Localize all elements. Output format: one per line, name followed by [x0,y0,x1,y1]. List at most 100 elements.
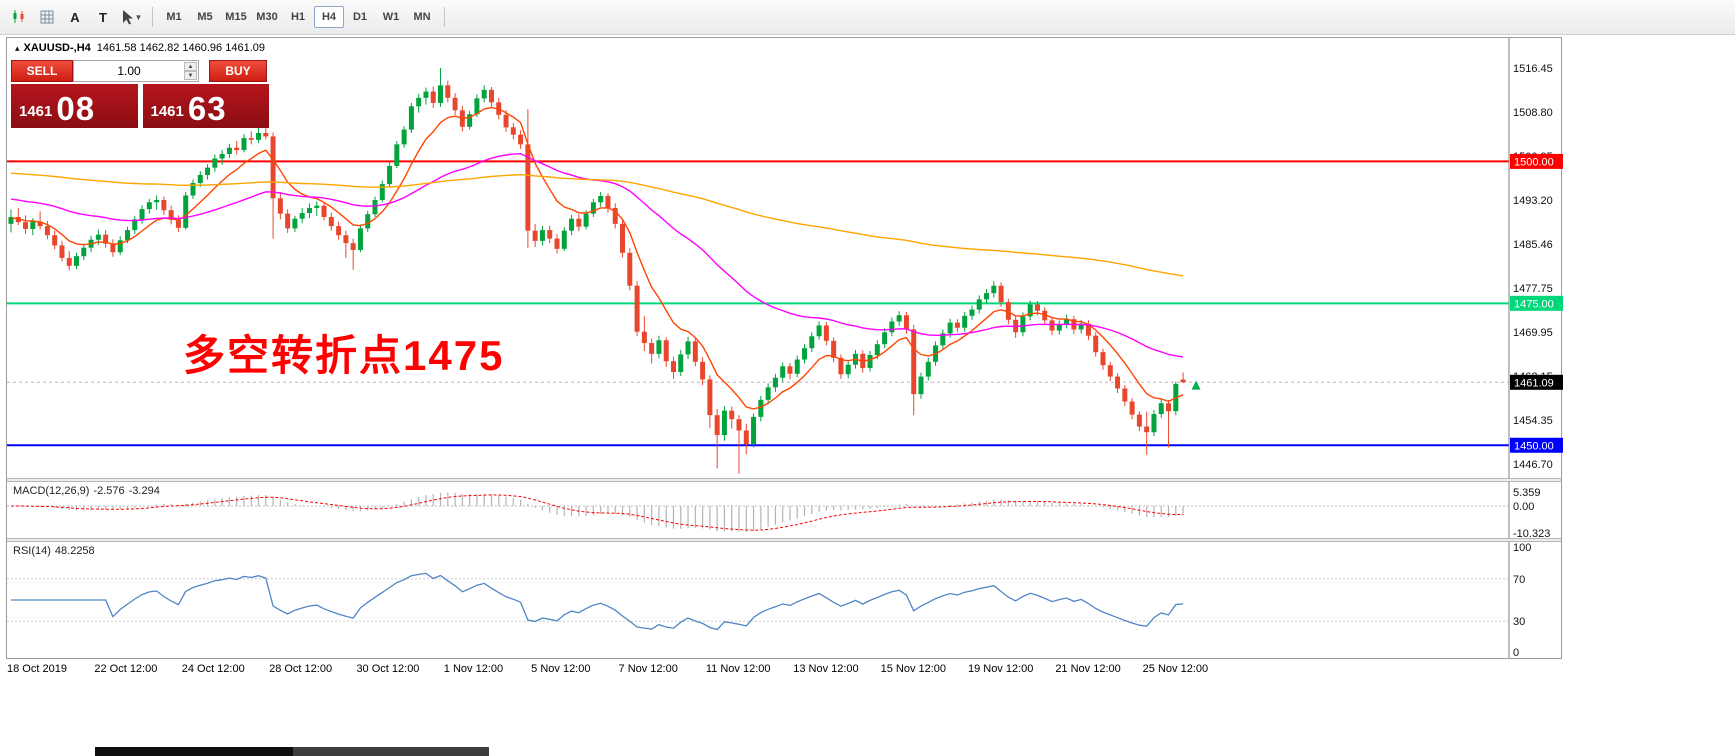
candle [1151,414,1157,433]
candle [30,221,36,229]
bid-quote[interactable]: 1461 08 [11,84,138,128]
tf-button-d1[interactable]: D1 [352,11,368,23]
candle [503,114,509,128]
cursor-tool-icon[interactable]: ▼ [118,5,144,29]
volume-input[interactable] [74,61,198,81]
candle [256,133,262,140]
pane-splitter[interactable] [7,538,1561,542]
candle [190,182,196,196]
time-axis[interactable]: 18 Oct 2019 22 Oct 12:00 24 Oct 12:00 28 Oc… [6,659,1562,679]
main-chart-pane[interactable]: 1516.451508.801500.951493.201485.461477.… [7,38,1563,478]
candle [234,147,240,151]
macd-pane[interactable]: 5.359 0.00 -10.323 MACD(12,26,9) -2.576 -3.2… [7,482,1561,538]
candle [947,322,953,334]
candle [8,217,14,224]
candle [277,198,283,214]
ask-quote[interactable]: 1461 63 [142,84,269,128]
rsi-name: RSI(14) [13,545,51,557]
candle [146,202,152,210]
rsi-axis-label: 30 [1513,616,1525,628]
grid-icon[interactable] [34,5,60,29]
rsi-pane[interactable]: 100 70 30 0 RSI(14) 48.2258 [7,542,1561,658]
macd-plot[interactable]: 5.359 0.00 -10.323 [7,482,1563,538]
sell-button[interactable]: SELL [11,60,73,82]
candle [583,213,589,227]
candle [241,138,247,151]
candle [1144,426,1150,433]
candle [532,230,538,241]
tf-button-m30[interactable]: M30 [256,11,278,23]
candle [139,209,145,220]
tf-button-m1[interactable]: M1 [166,11,182,23]
tf-button-mn[interactable]: MN [413,11,431,23]
text-box-icon[interactable]: T [99,9,107,25]
price-badge: 1450.00 [1514,440,1554,452]
candle [1027,304,1033,317]
candle [634,285,640,332]
candle [1020,316,1026,333]
ask-price-big: 63 [187,89,227,127]
candle [721,410,727,436]
volume-stepper[interactable]: ▲ ▼ [73,60,199,82]
candle [154,200,160,203]
toolbar-separator [444,7,445,27]
candle [394,144,400,166]
volume-down-icon[interactable]: ▼ [184,71,197,80]
tf-button-m5[interactable]: M5 [197,11,213,23]
time-axis-label: 21 Nov 12:00 [1055,663,1121,675]
candle [110,243,116,253]
macd-axis-label: 5.359 [1513,487,1541,499]
candle [299,213,305,219]
candle [1093,335,1099,353]
rsi-plot[interactable]: 100 70 30 0 [7,542,1563,658]
volume-up-icon[interactable]: ▲ [184,62,197,71]
tf-button-m15[interactable]: M15 [225,11,247,23]
candle [52,235,58,246]
time-axis-label: 28 Oct 12:00 [269,663,333,675]
tf-button-h1[interactable]: H1 [290,11,306,23]
candlestick-chart-icon[interactable] [6,5,32,29]
candle [372,200,378,215]
collapse-arrow-icon[interactable]: ▴ [15,43,20,53]
pane-splitter[interactable] [7,478,1561,482]
candle [598,196,604,203]
rsi-value: 48.2258 [54,545,95,557]
candle [81,247,87,257]
candle [467,114,473,127]
macd-label: MACD(12,26,9) -2.576 -3.294 [13,485,164,497]
candle [1049,320,1055,331]
rsi-axis-label: 0 [1513,647,1519,658]
candle [117,240,123,253]
candle [37,221,43,227]
candle [700,361,706,380]
candle [1166,403,1172,412]
candle [328,217,334,227]
chevron-down-icon: ▼ [134,12,143,22]
tf-button-h4[interactable]: H4 [314,6,344,28]
macd-value-main: -2.576 [93,485,125,497]
candle [387,165,393,185]
candle [525,144,531,231]
candle [736,419,742,431]
candle [627,252,633,286]
price-axis-label: 1516.45 [1513,63,1553,75]
tf-button-w1[interactable]: W1 [382,11,400,23]
candle [197,175,203,183]
buy-button[interactable]: BUY [209,60,267,82]
candle [66,257,72,266]
candle [765,387,771,400]
candle [292,218,298,229]
text-label-icon[interactable]: A [70,9,80,25]
candle [780,366,786,378]
candlestick-plot[interactable]: 1516.451508.801500.951493.201485.461477.… [7,38,1563,478]
macd-name: MACD(12,26,9) [13,485,90,497]
time-axis-label: 22 Oct 12:00 [94,663,158,675]
price-axis-label: 1469.95 [1513,327,1553,339]
candle [183,195,189,228]
candle [1180,379,1186,383]
cursor-icon-svg [122,10,133,25]
candle [408,106,414,130]
candle [641,331,647,344]
candle [103,234,109,244]
